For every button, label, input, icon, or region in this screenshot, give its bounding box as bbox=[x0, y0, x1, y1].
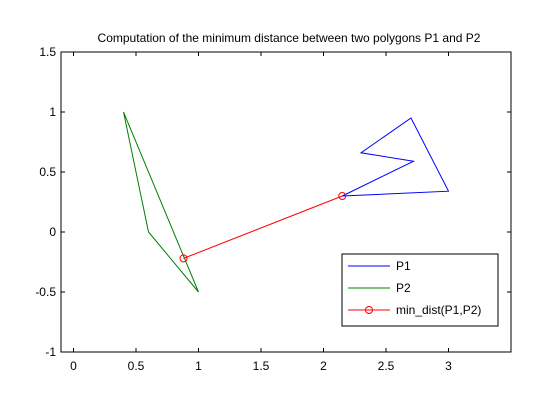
legend-label: P2 bbox=[396, 281, 411, 295]
x-tick-label: 3 bbox=[445, 359, 452, 373]
min-dist-point bbox=[338, 192, 347, 200]
axes-box bbox=[60, 51, 512, 353]
legend-label: P1 bbox=[396, 259, 411, 273]
y-tick-label: -1 bbox=[45, 345, 56, 359]
x-tick-label: 0.5 bbox=[128, 359, 145, 373]
x-tick-label: 1 bbox=[195, 359, 202, 373]
x-tick-label: 0 bbox=[70, 359, 77, 373]
x-tick-label: 2 bbox=[320, 359, 327, 373]
legend-label: min_dist(P1,P2) bbox=[396, 303, 481, 317]
series-line-p1 bbox=[342, 117, 450, 197]
x-tick-label: 1.5 bbox=[253, 359, 270, 373]
series-line-p2 bbox=[123, 111, 199, 293]
y-tick-label: -0.5 bbox=[35, 285, 56, 299]
y-tick-label: 0 bbox=[49, 225, 56, 239]
y-tick-label: 1.5 bbox=[39, 45, 56, 59]
legend-marker bbox=[365, 306, 373, 314]
legend: P1 P2 min_dist(P1,P2) bbox=[341, 253, 499, 327]
ticks-layer: 0 0.5 1 1.5 2 2.5 3 -1 -0.5 0 0.5 1 1.5 bbox=[35, 45, 511, 373]
y-tick-label: 1 bbox=[49, 105, 56, 119]
chart-title: Computation of the minimum distance betw… bbox=[98, 31, 481, 45]
plot-layer bbox=[123, 111, 450, 293]
y-tick-label: 0.5 bbox=[39, 165, 56, 179]
min-dist-point bbox=[179, 254, 188, 263]
legend-items: P1 P2 min_dist(P1,P2) bbox=[348, 259, 481, 317]
x-tick-label: 2.5 bbox=[378, 359, 395, 373]
series-line-min-dist-p1-p2 bbox=[183, 195, 343, 259]
